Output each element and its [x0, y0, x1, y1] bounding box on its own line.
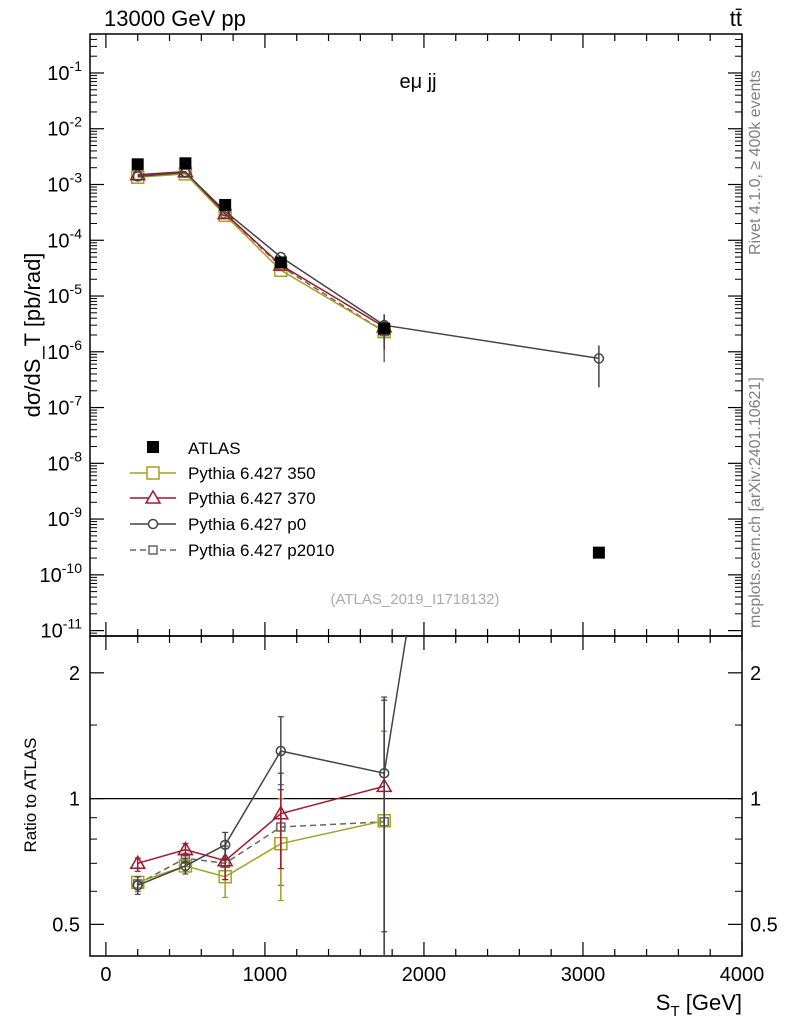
main-line-pythia-6-427-370 — [137, 170, 385, 328]
main-ytick-label: 10-3 — [47, 170, 82, 197]
ratio-y-axis: 0.5 0.5 1 1 2 2 — [52, 663, 778, 937]
main-point-atlas — [131, 158, 144, 171]
main-x-ticks — [105, 34, 743, 636]
xtick-label: 0 — [100, 964, 111, 986]
ratio-point-pythia-6-427-p0 — [275, 745, 287, 757]
ratio-point-pythia-6-427-p0 — [132, 880, 143, 891]
ratio-ytick-label: 0.5 — [52, 914, 80, 936]
ratio-point-pythia-6-427-370 — [272, 805, 290, 820]
ratio-series-group — [129, 636, 408, 956]
main-point-pythia-6-427-p0 — [132, 171, 143, 182]
main-ytick-label: 10-5 — [47, 281, 82, 308]
ratio-ytick-label: 2 — [69, 663, 80, 685]
main-y-axis: 10-1 10-2 10-3 10-4 10-5 10-6 10-7 10-8 10-9 10-1… — [40, 33, 742, 643]
ratio-point-pythia-6-427-370 — [177, 841, 194, 856]
main-point-pythia-6-427-370 — [216, 205, 234, 220]
ratio-point-pythia-6-427-p0 — [180, 860, 191, 872]
main-ytick-label: 10-9 — [47, 504, 82, 531]
ratio-line-pythia-6-427-370 — [137, 785, 385, 865]
main-ytick-label: 10-10 — [40, 560, 83, 587]
legend-marker-370 — [144, 489, 162, 504]
main-point-atlas — [592, 546, 605, 559]
x-axis-label-unit: [GeV] — [680, 990, 742, 1015]
main-ytick-label: 10-11 — [41, 616, 83, 643]
main-ytick-label: 10-2 — [47, 114, 82, 141]
analysis-watermark: (ATLAS_2019_I1718132) — [330, 591, 499, 608]
ratio-y-axis-label: Ratio to ATLAS — [21, 738, 40, 853]
legend: ATLAS Pythia 6.427 350 Pythia 6.427 370 … — [130, 439, 335, 560]
ratio-panel-frame — [89, 635, 743, 957]
ratio-point-pythia-6-427-p0 — [219, 839, 231, 851]
x-axis-label: ST [GeV] — [656, 990, 742, 1020]
rivet-version-label: Rivet 4.1.0, ≥ 400k events — [747, 70, 764, 255]
xtick-label: 2000 — [402, 964, 447, 986]
main-y-axis-label: dσ/dS_T [pb/rad] — [20, 253, 45, 418]
main-line-pythia-6-427-p2010 — [137, 172, 385, 333]
xtick-label: 4000 — [720, 964, 765, 986]
legend-marker-350 — [146, 466, 160, 480]
legend-label-350: Pythia 6.427 350 — [188, 464, 316, 483]
mcplots-label: mcplots.cern.ch [arXiv:2401.10621] — [747, 377, 764, 628]
legend-label-atlas: ATLAS — [188, 439, 241, 458]
main-point-atlas — [219, 198, 232, 211]
ratio-point-pythia-6-427-p0 — [378, 767, 390, 779]
legend-label-370: Pythia 6.427 370 — [188, 489, 316, 508]
main-point-atlas — [274, 256, 287, 269]
legend-label-p0: Pythia 6.427 p0 — [188, 515, 306, 534]
main-ytick-label: 10-6 — [47, 337, 82, 364]
x-axis-label-s: S — [656, 990, 671, 1015]
main-point-atlas — [179, 157, 192, 170]
x-axis-label-sub: T — [670, 1003, 679, 1020]
ratio-ytick-label-right: 1 — [750, 789, 761, 811]
legend-marker-p2010 — [148, 545, 158, 555]
main-series-group — [129, 157, 605, 559]
main-ytick-label: 10-7 — [47, 393, 82, 420]
main-title: eμ jj — [399, 71, 436, 93]
ratio-ytick-label-right: 0.5 — [750, 914, 778, 936]
process-label: tt̄ — [730, 6, 742, 31]
legend-marker-atlas — [147, 441, 159, 453]
ratio-point-pythia-6-427-370 — [216, 852, 234, 867]
legend-marker-p0 — [147, 518, 159, 530]
main-line-pythia-6-427-350 — [137, 173, 385, 333]
main-ytick-label: 10-8 — [47, 448, 82, 475]
legend-label-p2010: Pythia 6.427 p2010 — [188, 541, 335, 560]
ratio-point-pythia-6-427-370 — [129, 854, 147, 870]
ratio-line-pythia-6-427-p0 — [137, 636, 408, 886]
ratio-ytick-label: 1 — [69, 789, 80, 811]
main-ytick-label: 10-4 — [47, 225, 82, 252]
ratio-x-axis: 0 1000 2000 3000 4000 — [100, 636, 764, 986]
main-line-pythia-6-427-p0 — [137, 171, 600, 360]
main-ytick-label: 10-1 — [47, 58, 82, 85]
ratio-ytick-label-right: 2 — [750, 663, 761, 685]
xtick-label: 1000 — [243, 964, 288, 986]
main-point-pythia-6-427-p0 — [593, 353, 605, 364]
energy-label: 13000 GeV pp — [104, 6, 246, 31]
xtick-label: 3000 — [561, 964, 606, 986]
main-point-atlas — [378, 322, 391, 335]
